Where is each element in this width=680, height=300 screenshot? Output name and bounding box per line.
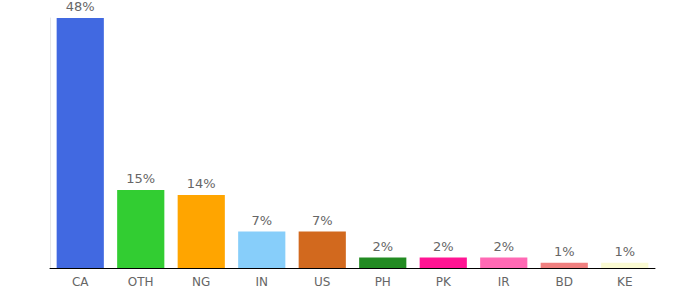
svg-text:NG: NG: [192, 275, 210, 289]
svg-text:IN: IN: [255, 275, 268, 289]
svg-text:CA: CA: [72, 275, 89, 289]
svg-text:PH: PH: [375, 275, 391, 289]
svg-text:15%: 15%: [126, 171, 155, 186]
svg-text:OTH: OTH: [128, 275, 154, 289]
svg-text:IR: IR: [498, 275, 510, 289]
svg-text:48%: 48%: [66, 0, 95, 14]
svg-text:KE: KE: [617, 275, 632, 289]
svg-text:2%: 2%: [493, 239, 514, 254]
svg-text:7%: 7%: [312, 213, 333, 228]
svg-text:7%: 7%: [251, 213, 272, 228]
svg-text:PK: PK: [436, 275, 452, 289]
svg-text:14%: 14%: [187, 176, 216, 191]
svg-text:2%: 2%: [372, 239, 393, 254]
svg-text:2%: 2%: [433, 239, 454, 254]
svg-text:1%: 1%: [554, 244, 575, 259]
svg-text:1%: 1%: [614, 244, 635, 259]
svg-text:BD: BD: [556, 275, 573, 289]
svg-text:US: US: [314, 275, 330, 289]
